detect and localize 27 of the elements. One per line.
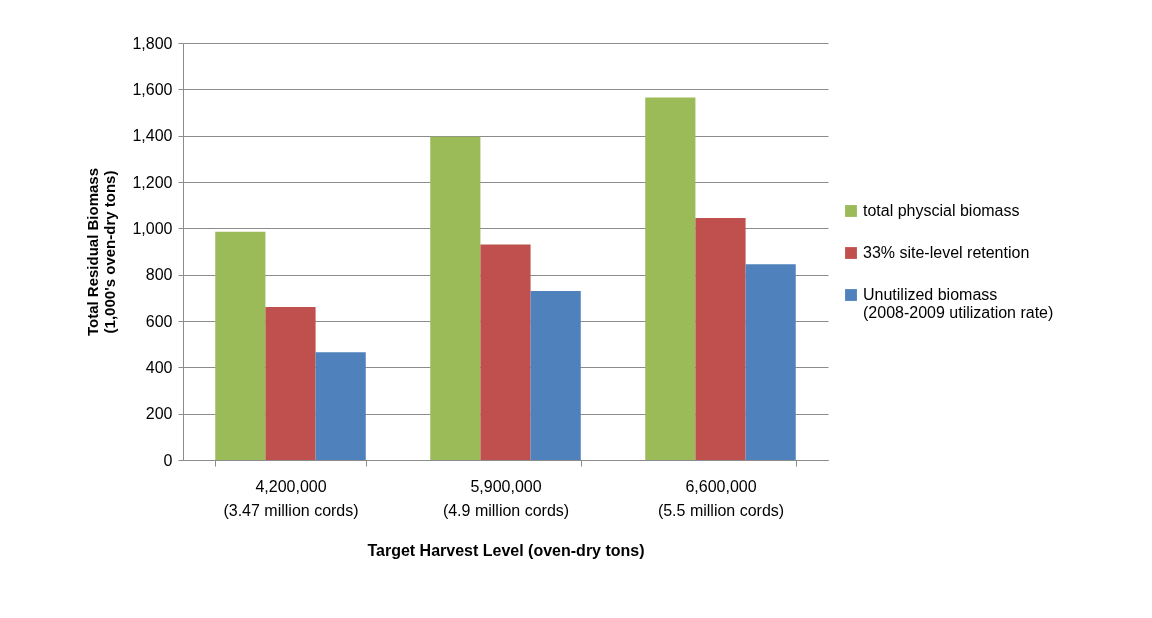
y-tick-label: 0 bbox=[163, 451, 173, 469]
bar bbox=[530, 290, 581, 460]
y-tick-label: 800 bbox=[145, 266, 173, 284]
y-tick-label: 1,000 bbox=[132, 219, 173, 237]
y-tick-label: 400 bbox=[145, 358, 173, 376]
y-tick-label: 200 bbox=[145, 405, 173, 423]
x-tick-label: 5,900,000 (4.9 million cords) bbox=[442, 477, 570, 519]
y-tick-label: 600 bbox=[145, 312, 173, 330]
x-axis-title: Target Harvest Level (oven-dry tons) bbox=[367, 541, 645, 559]
legend-label: 33% site-level retention bbox=[863, 244, 1030, 261]
bar bbox=[265, 307, 316, 460]
y-axis-title: Total Residual Biomass (1,000's oven-dry tons) bbox=[84, 167, 119, 337]
y-tick-label: 1,800 bbox=[132, 34, 173, 52]
legend-label: total physcial biomass bbox=[863, 202, 1020, 219]
y-tick-label: 1,600 bbox=[132, 80, 173, 98]
legend-label: Unutilized biomass (2008-2009 utilization rate) bbox=[863, 286, 1054, 321]
bar bbox=[315, 352, 366, 460]
bar bbox=[215, 231, 266, 460]
bar bbox=[745, 264, 796, 460]
y-tick-label: 1,400 bbox=[132, 127, 173, 145]
bar bbox=[695, 217, 746, 460]
bar bbox=[480, 244, 531, 460]
x-tick-label: 4,200,000 (3.47 million cords) bbox=[223, 477, 359, 519]
bar bbox=[430, 136, 481, 460]
y-tick-label: 1,200 bbox=[132, 173, 173, 191]
bar bbox=[645, 97, 696, 460]
x-tick-label: 6,600,000 (5.5 million cords) bbox=[657, 477, 785, 519]
